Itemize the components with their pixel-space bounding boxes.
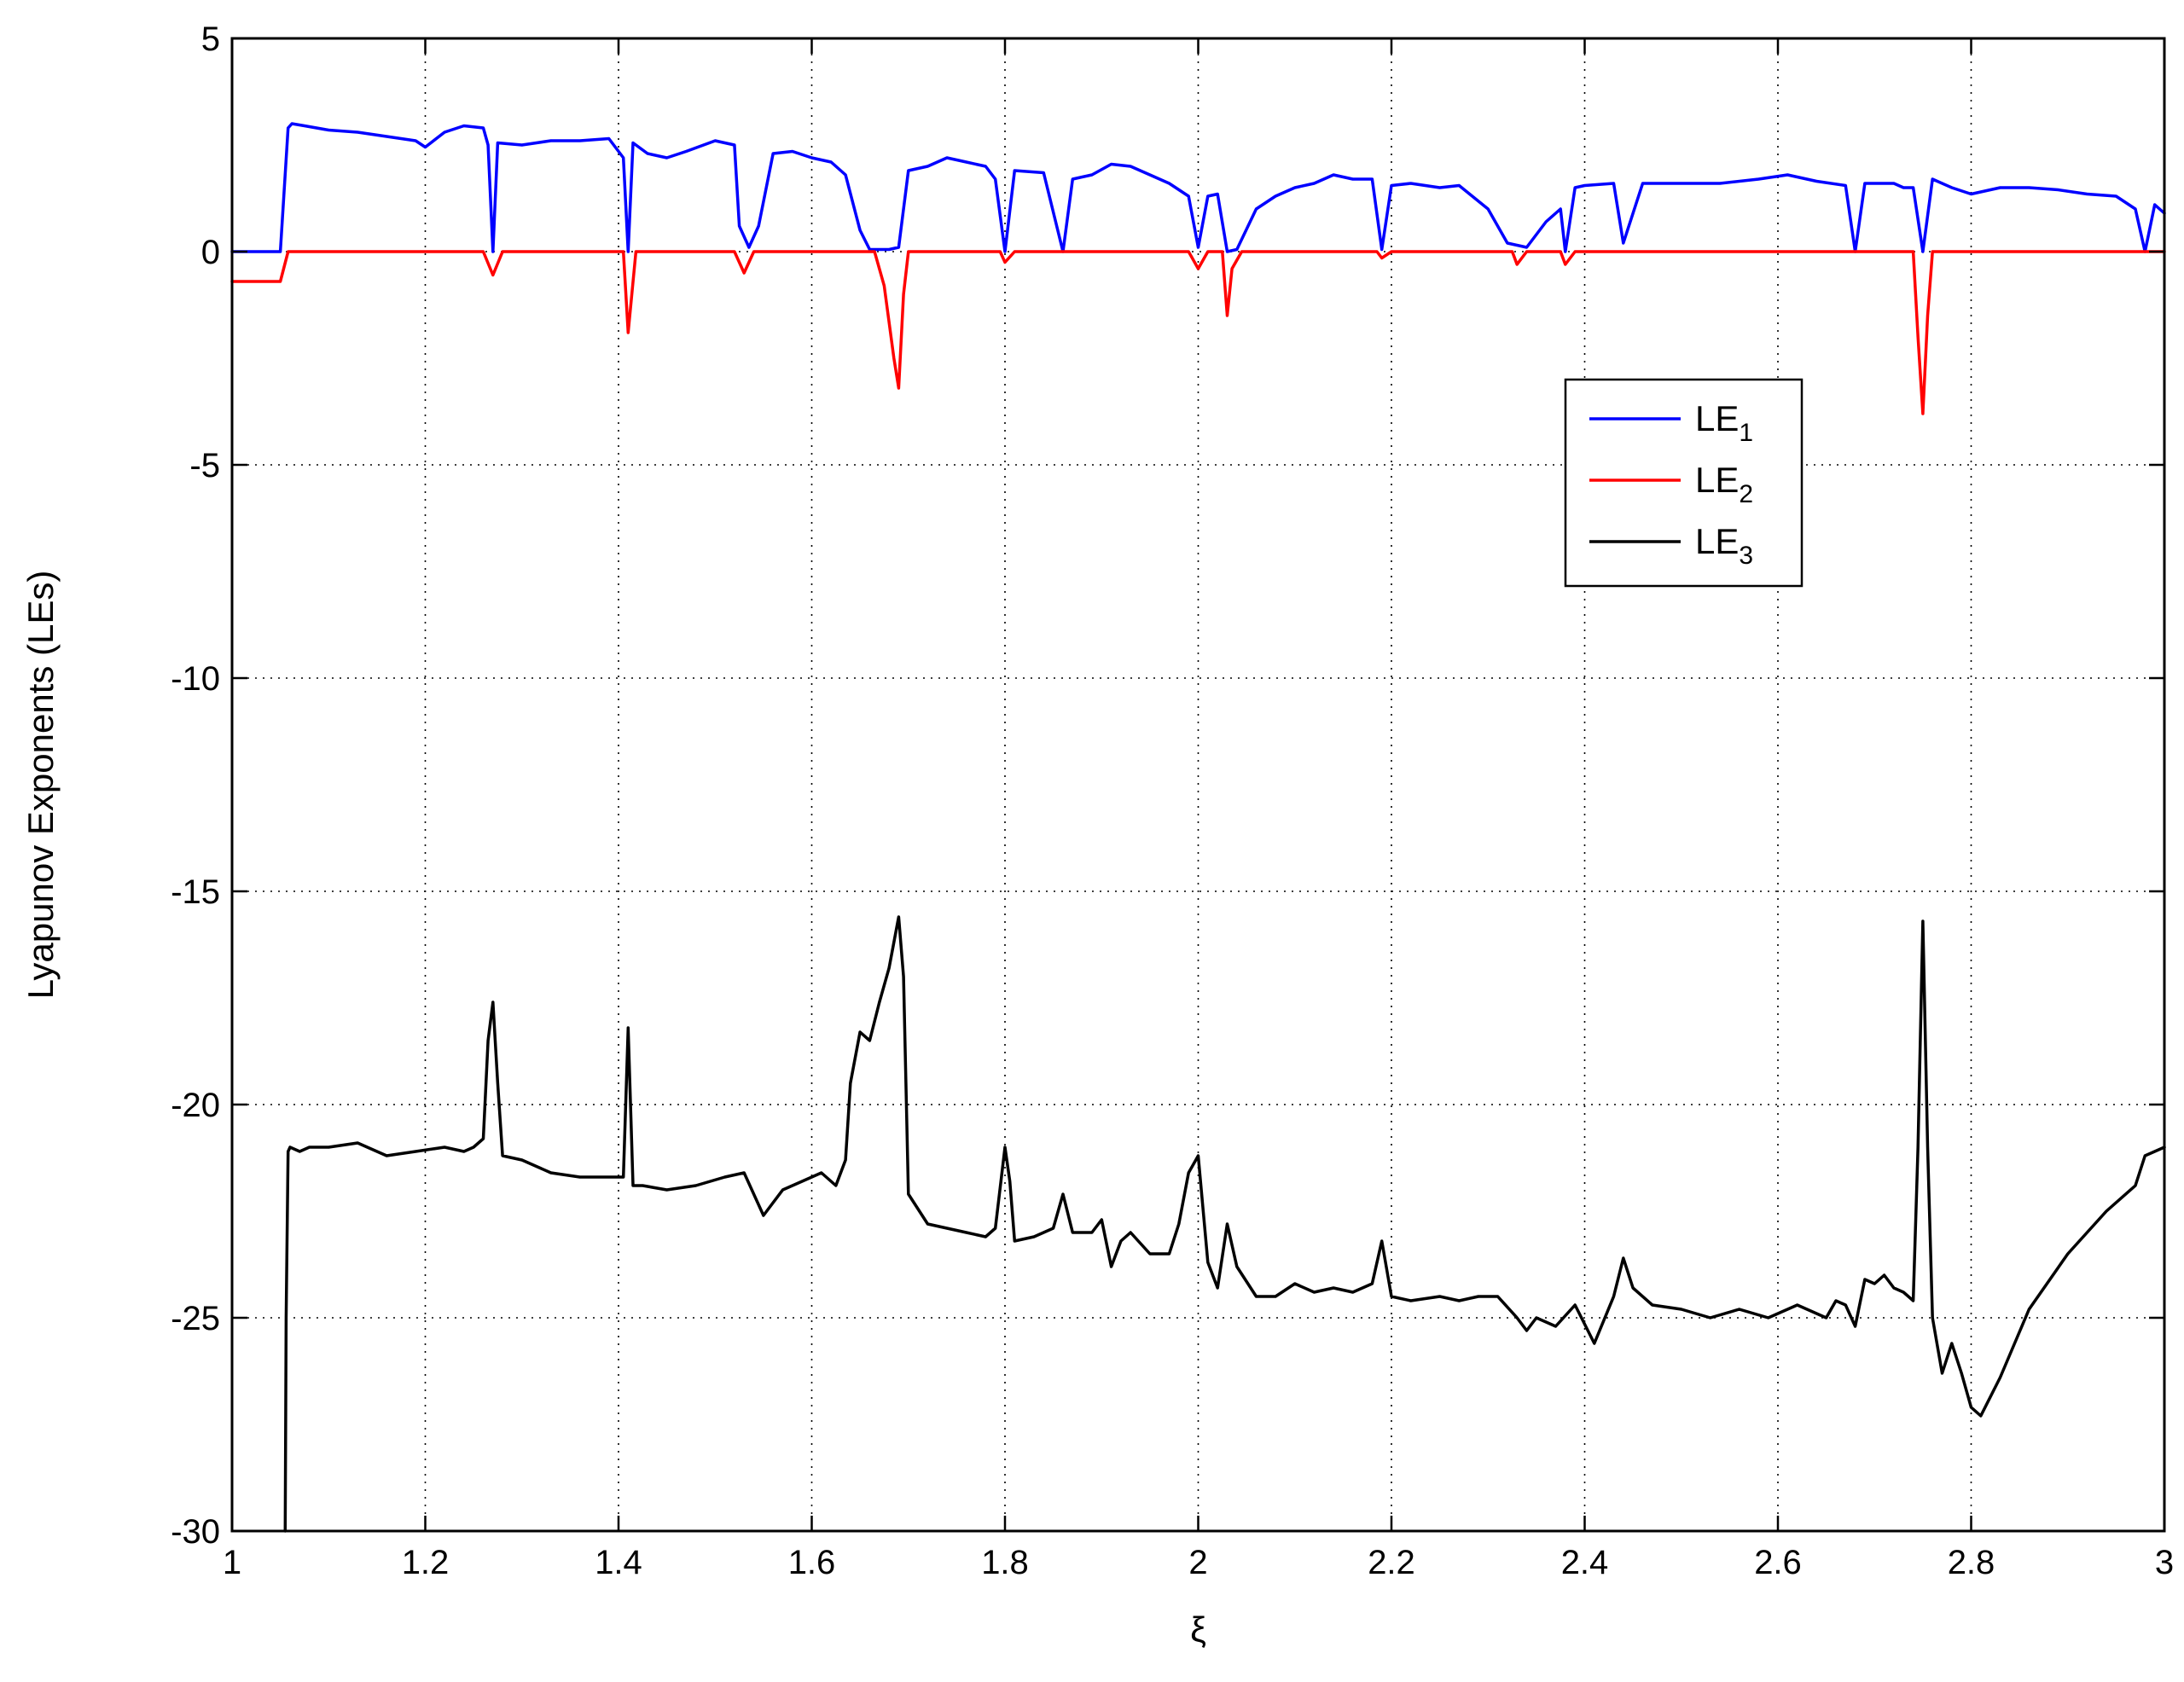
y-axis-label: Lyapunov Exponents (LEs) [20, 571, 61, 1000]
x-axis-label: ξ [1190, 1610, 1206, 1650]
y-tick-label: -25 [171, 1300, 220, 1337]
y-tick-label: 5 [201, 20, 220, 58]
series-group [230, 122, 2166, 1533]
legend-label-le1: LE1 [1695, 398, 1753, 447]
x-tick-label: 1 [223, 1544, 241, 1581]
x-tick-label: 2.6 [1754, 1544, 1802, 1581]
axis-ticks [230, 37, 2166, 1533]
x-tick-label: 2.2 [1368, 1544, 1415, 1581]
y-tick-label: -10 [171, 660, 220, 698]
x-tick-label: 1.4 [595, 1544, 642, 1581]
y-tick-label: -20 [171, 1087, 220, 1124]
legend-label-le2: LE2 [1695, 460, 1753, 508]
legend: LE1 LE2 LE3 [1564, 378, 1804, 588]
x-tick-label: 3 [2155, 1544, 2174, 1581]
x-tick-label: 1.6 [788, 1544, 836, 1581]
legend-box [1564, 378, 1804, 588]
x-tick-label: 1.2 [402, 1544, 450, 1581]
y-tick-label: -15 [171, 873, 220, 911]
x-tick-label: 2 [1188, 1544, 1207, 1581]
series-line-le1 [230, 122, 2166, 253]
y-tick-label: -5 [189, 447, 220, 484]
x-tick-label: 1.8 [981, 1544, 1029, 1581]
y-tick-label: -30 [171, 1513, 220, 1551]
legend-label-le3: LE3 [1695, 521, 1753, 570]
grid-lines [232, 38, 2164, 1531]
x-tick-label: 2.4 [1561, 1544, 1609, 1581]
series-line-le3 [283, 915, 2166, 1533]
x-tick-labels: 1 1.2 1.4 1.6 1.8 2 2.2 2.4 2.6 2.8 3 [223, 1544, 2174, 1581]
x-tick-label: 2.8 [1948, 1544, 1995, 1581]
y-tick-label: 0 [201, 234, 220, 271]
y-tick-labels: 5 0 -5 -10 -15 -20 -25 -30 [171, 20, 220, 1551]
series-line-le2 [230, 250, 2166, 415]
